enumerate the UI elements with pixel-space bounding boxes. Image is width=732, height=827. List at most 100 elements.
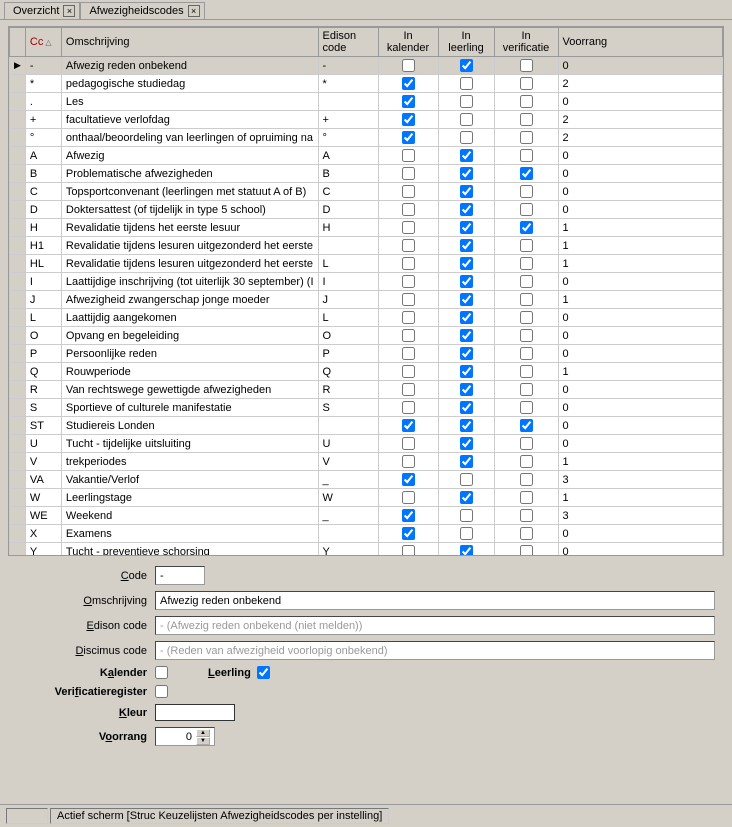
cell-verificatie[interactable] <box>494 327 558 345</box>
cell-leerling[interactable] <box>438 273 494 291</box>
cell-kalender[interactable] <box>378 381 438 399</box>
checkbox[interactable] <box>520 59 533 72</box>
checkbox[interactable] <box>402 59 415 72</box>
cell-edison[interactable]: O <box>318 327 378 345</box>
cell-voorrang[interactable]: 0 <box>558 57 722 75</box>
cell-kalender[interactable] <box>378 75 438 93</box>
table-row[interactable]: STStudiereis Londen0 <box>10 417 723 435</box>
kleur-swatch[interactable] <box>155 704 235 721</box>
cell-leerling[interactable] <box>438 147 494 165</box>
checkbox[interactable] <box>460 167 473 180</box>
cell-edison[interactable]: C <box>318 183 378 201</box>
checkbox[interactable] <box>460 383 473 396</box>
table-row[interactable]: VtrekperiodesV1 <box>10 453 723 471</box>
cell-verificatie[interactable] <box>494 111 558 129</box>
cell-voorrang[interactable]: 2 <box>558 75 722 93</box>
checkbox[interactable] <box>460 293 473 306</box>
checkbox[interactable] <box>520 347 533 360</box>
close-icon[interactable]: × <box>188 5 200 17</box>
cell-voorrang[interactable]: 2 <box>558 111 722 129</box>
cell-leerling[interactable] <box>438 111 494 129</box>
cell-cc[interactable]: - <box>25 57 61 75</box>
table-row[interactable]: JAfwezigheid zwangerschap jonge moederJ1 <box>10 291 723 309</box>
cell-edison[interactable]: _ <box>318 471 378 489</box>
cell-omschrijving[interactable]: pedagogische studiedag <box>61 75 318 93</box>
checkbox[interactable] <box>520 221 533 234</box>
checkbox[interactable] <box>402 473 415 486</box>
cell-edison[interactable] <box>318 237 378 255</box>
cell-edison[interactable]: J <box>318 291 378 309</box>
checkbox[interactable] <box>402 491 415 504</box>
cell-leerling[interactable] <box>438 93 494 111</box>
cell-leerling[interactable] <box>438 237 494 255</box>
cell-voorrang[interactable]: 1 <box>558 255 722 273</box>
cell-cc[interactable]: W <box>25 489 61 507</box>
cell-verificatie[interactable] <box>494 471 558 489</box>
checkbox[interactable] <box>402 455 415 468</box>
cell-leerling[interactable] <box>438 525 494 543</box>
cell-cc[interactable]: A <box>25 147 61 165</box>
cell-edison[interactable]: * <box>318 75 378 93</box>
checkbox[interactable] <box>520 311 533 324</box>
cell-voorrang[interactable]: 3 <box>558 471 722 489</box>
cell-omschrijving[interactable]: Revalidatie tijdens het eerste lesuur <box>61 219 318 237</box>
cell-voorrang[interactable]: 3 <box>558 507 722 525</box>
cell-voorrang[interactable]: 0 <box>558 417 722 435</box>
checkbox[interactable] <box>460 311 473 324</box>
cell-kalender[interactable] <box>378 525 438 543</box>
table-row[interactable]: WLeerlingstageW1 <box>10 489 723 507</box>
cell-leerling[interactable] <box>438 363 494 381</box>
checkbox[interactable] <box>460 527 473 540</box>
cell-omschrijving[interactable]: Opvang en begeleiding <box>61 327 318 345</box>
cell-leerling[interactable] <box>438 417 494 435</box>
cell-kalender[interactable] <box>378 327 438 345</box>
cell-kalender[interactable] <box>378 255 438 273</box>
cell-verificatie[interactable] <box>494 363 558 381</box>
checkbox[interactable] <box>460 473 473 486</box>
cell-leerling[interactable] <box>438 255 494 273</box>
cell-verificatie[interactable] <box>494 543 558 557</box>
cell-leerling[interactable] <box>438 291 494 309</box>
cell-edison[interactable]: Q <box>318 363 378 381</box>
checkbox[interactable] <box>402 437 415 450</box>
voorrang-input[interactable] <box>156 731 196 743</box>
cell-verificatie[interactable] <box>494 291 558 309</box>
cell-voorrang[interactable]: 0 <box>558 381 722 399</box>
cell-verificatie[interactable] <box>494 309 558 327</box>
checkbox[interactable] <box>460 437 473 450</box>
cell-cc[interactable]: VA <box>25 471 61 489</box>
spinner-down-icon[interactable]: ▼ <box>196 737 210 745</box>
cell-voorrang[interactable]: 1 <box>558 219 722 237</box>
checkbox[interactable] <box>520 167 533 180</box>
cell-omschrijving[interactable]: Tucht - tijdelijke uitsluiting <box>61 435 318 453</box>
cell-voorrang[interactable]: 1 <box>558 237 722 255</box>
cell-omschrijving[interactable]: Afwezig reden onbekend <box>61 57 318 75</box>
cell-cc[interactable]: B <box>25 165 61 183</box>
checkbox[interactable] <box>520 203 533 216</box>
cell-voorrang[interactable]: 1 <box>558 453 722 471</box>
cell-cc[interactable]: ° <box>25 129 61 147</box>
checkbox[interactable] <box>520 437 533 450</box>
checkbox[interactable] <box>520 365 533 378</box>
checkbox[interactable] <box>520 185 533 198</box>
checkbox[interactable] <box>402 113 415 126</box>
table-row[interactable]: °onthaal/beoordeling van leerlingen of o… <box>10 129 723 147</box>
cell-omschrijving[interactable]: Persoonlijke reden <box>61 345 318 363</box>
table-row[interactable]: RVan rechtswege gewettigde afwezighedenR… <box>10 381 723 399</box>
cell-kalender[interactable] <box>378 165 438 183</box>
cell-cc[interactable]: P <box>25 345 61 363</box>
checkbox[interactable] <box>402 401 415 414</box>
checkbox[interactable] <box>460 491 473 504</box>
cell-cc[interactable]: S <box>25 399 61 417</box>
cell-voorrang[interactable]: 0 <box>558 399 722 417</box>
checkbox[interactable] <box>520 131 533 144</box>
tab-overzicht[interactable]: Overzicht × <box>4 2 80 19</box>
table-row[interactable]: HRevalidatie tijdens het eerste lesuurH1 <box>10 219 723 237</box>
voorrang-spinner[interactable]: ▲ ▼ <box>155 727 215 746</box>
cell-omschrijving[interactable]: Tucht - preventieve schorsing <box>61 543 318 557</box>
table-row[interactable]: CTopsportconvenant (leerlingen met statu… <box>10 183 723 201</box>
cell-cc[interactable]: Q <box>25 363 61 381</box>
checkbox[interactable] <box>402 545 415 556</box>
table-row[interactable]: ▶-Afwezig reden onbekend-0 <box>10 57 723 75</box>
leerling-checkbox[interactable] <box>257 666 270 679</box>
